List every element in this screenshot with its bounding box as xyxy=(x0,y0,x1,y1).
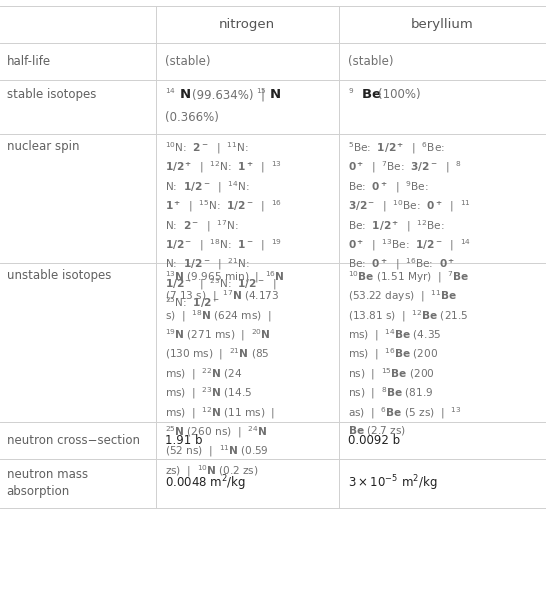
Text: $\bf{Be}$: $\bf{Be}$ xyxy=(361,88,382,101)
Text: 0.0092 b: 0.0092 b xyxy=(348,434,400,447)
Text: $^{13}$$\mathbf{N}$ (9.965 min)  |  $^{16}$$\mathbf{N}$
(7.13 s)  |  $^{17}$$\ma: $^{13}$$\mathbf{N}$ (9.965 min) | $^{16}… xyxy=(165,269,285,479)
Text: (100%): (100%) xyxy=(378,88,421,101)
Text: $^{10}$$\mathbf{Be}$ (1.51 Myr)  |  $^{7}$$\mathbf{Be}$
(53.22 days)  |  $^{11}$: $^{10}$$\mathbf{Be}$ (1.51 Myr) | $^{7}$… xyxy=(348,269,470,437)
Text: $^{15}$: $^{15}$ xyxy=(256,88,267,98)
Text: (99.634%)  |: (99.634%) | xyxy=(192,88,272,101)
Text: nuclear spin: nuclear spin xyxy=(7,140,79,153)
Text: $^{10}$N:  $\mathbf{2^-}$  |  $^{11}$N:
$\mathbf{1/2^+}$  |  $^{12}$N:  $\mathbf: $^{10}$N: $\mathbf{2^-}$ | $^{11}$N: $\m… xyxy=(165,140,283,310)
Text: 1.91 b: 1.91 b xyxy=(165,434,203,447)
Text: $^{14}$: $^{14}$ xyxy=(165,88,176,98)
Text: $\bf{N}$: $\bf{N}$ xyxy=(269,88,281,101)
Text: stable isotopes: stable isotopes xyxy=(7,88,96,101)
Text: (stable): (stable) xyxy=(165,55,211,68)
Text: unstable isotopes: unstable isotopes xyxy=(7,269,111,282)
Text: $\bf{N}$: $\bf{N}$ xyxy=(179,88,191,101)
Text: $3\times10^{-5}$ m$^2$/kg: $3\times10^{-5}$ m$^2$/kg xyxy=(348,474,438,493)
Text: nitrogen: nitrogen xyxy=(219,18,275,31)
Text: (stable): (stable) xyxy=(348,55,394,68)
Text: neutron mass
absorption: neutron mass absorption xyxy=(7,468,88,498)
Text: beryllium: beryllium xyxy=(411,18,473,31)
Text: 0.0048 m$^2$/kg: 0.0048 m$^2$/kg xyxy=(165,474,247,493)
Text: neutron cross−section: neutron cross−section xyxy=(7,434,140,447)
Text: $^{9}$: $^{9}$ xyxy=(348,88,354,98)
Text: $^{5}$Be:  $\mathbf{1/2^+}$  |  $^{6}$Be:
$\mathbf{0^+}$  |  $^{7}$Be:  $\mathbf: $^{5}$Be: $\mathbf{1/2^+}$ | $^{6}$Be: $… xyxy=(348,140,471,273)
Text: half-life: half-life xyxy=(7,55,51,68)
Text: (0.366%): (0.366%) xyxy=(165,111,219,124)
